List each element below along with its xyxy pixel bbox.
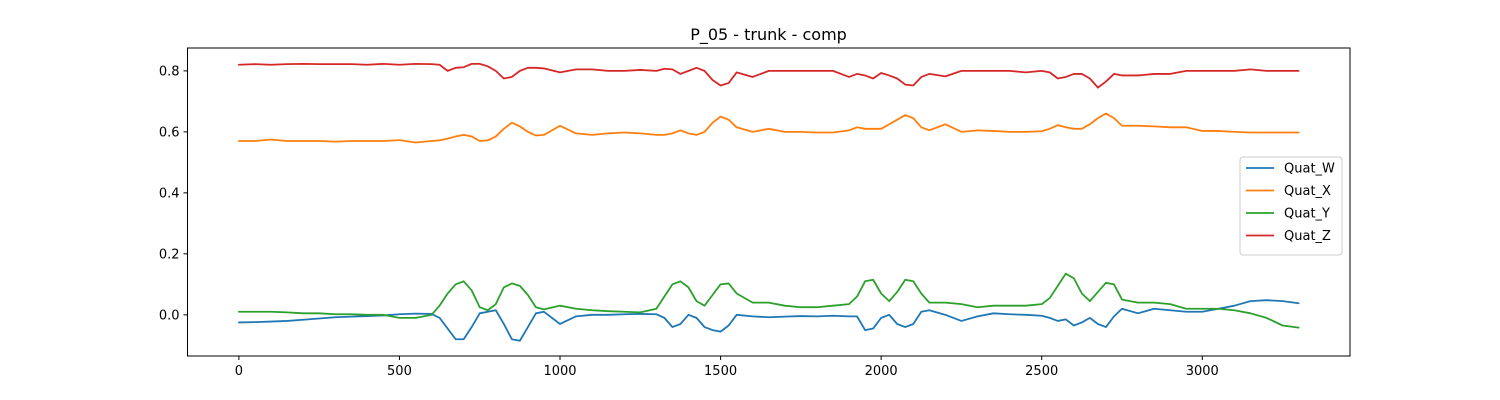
y-tick-label: 0.8 bbox=[159, 64, 180, 79]
legend: Quat_W Quat_X Quat_Y Quat_Z bbox=[1239, 156, 1343, 256]
x-tick-label: 2000 bbox=[865, 364, 898, 379]
y-tick-label: 0.2 bbox=[159, 247, 180, 262]
legend-box bbox=[1239, 156, 1343, 256]
legend-label: Quat_X bbox=[1284, 184, 1331, 199]
series-line-quat-w bbox=[237, 299, 1300, 342]
series-line-quat-y bbox=[237, 272, 1300, 329]
y-axis-ticks: 0.0 0.2 0.4 0.6 0.8 bbox=[159, 64, 188, 323]
x-tick-label: 0 bbox=[235, 364, 243, 379]
chart-title: P_05 - trunk - comp bbox=[690, 25, 847, 45]
series-line-quat-x bbox=[237, 112, 1300, 144]
axes-frame bbox=[187, 47, 1351, 357]
plot-lines bbox=[237, 62, 1300, 342]
x-axis-ticks: 0 500 1000 1500 2000 2500 3000 bbox=[235, 356, 1219, 379]
y-tick-label: 0.6 bbox=[159, 125, 180, 140]
legend-label: Quat_W bbox=[1284, 162, 1335, 177]
plot-area-border bbox=[187, 47, 1351, 357]
x-tick-label: 2500 bbox=[1025, 364, 1058, 379]
legend-label: Quat_Y bbox=[1284, 207, 1330, 222]
y-tick-label: 0.4 bbox=[159, 186, 180, 201]
x-tick-label: 500 bbox=[387, 364, 412, 379]
legend-label: Quat_Z bbox=[1284, 229, 1331, 244]
y-tick-label: 0.0 bbox=[159, 308, 180, 323]
x-tick-label: 1000 bbox=[543, 364, 576, 379]
x-tick-label: 1500 bbox=[704, 364, 737, 379]
x-tick-label: 3000 bbox=[1186, 364, 1219, 379]
series-line-quat-z bbox=[237, 62, 1300, 89]
